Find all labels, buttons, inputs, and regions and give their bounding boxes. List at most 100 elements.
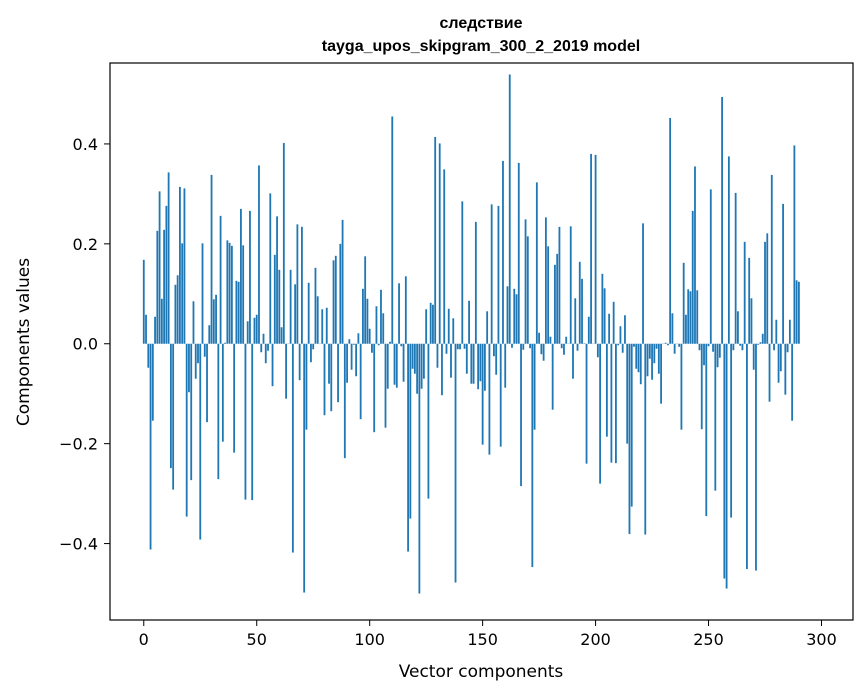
bar <box>235 280 238 344</box>
bar <box>285 343 287 399</box>
bar <box>357 333 360 344</box>
bar <box>194 343 197 379</box>
bar <box>454 343 457 583</box>
bar <box>619 326 622 344</box>
bar <box>630 343 633 507</box>
bar <box>526 236 529 344</box>
bar <box>682 262 685 344</box>
bar <box>447 308 450 344</box>
bar <box>242 245 245 344</box>
bar <box>402 343 405 382</box>
bar <box>230 245 233 344</box>
bar <box>499 343 502 447</box>
bar <box>445 343 448 354</box>
bar <box>784 343 787 395</box>
bar <box>617 343 620 346</box>
bar <box>418 343 421 594</box>
bar <box>206 343 208 423</box>
bar <box>578 261 581 344</box>
bar <box>321 309 324 344</box>
bar <box>425 309 428 344</box>
bar <box>587 316 590 344</box>
bar <box>158 191 161 344</box>
y-axis-ticks: −0.4 −0.2 0.0 0.2 0.4 <box>59 135 110 554</box>
bar <box>709 189 712 344</box>
bar <box>759 342 762 344</box>
bar <box>269 193 272 344</box>
x-tick-label: 250 <box>693 630 724 649</box>
bar <box>355 343 358 377</box>
bar <box>273 254 276 344</box>
bar <box>364 256 367 344</box>
bar <box>644 343 647 535</box>
bar <box>734 192 737 344</box>
bar <box>569 226 572 344</box>
bar <box>666 343 669 346</box>
bar <box>657 343 660 374</box>
bar <box>696 290 699 344</box>
bar <box>477 343 480 390</box>
bar <box>352 343 355 345</box>
bar <box>761 333 764 344</box>
bar <box>680 343 683 430</box>
bar <box>160 298 163 344</box>
bar <box>246 321 249 344</box>
bar <box>409 343 412 519</box>
chart-subtitle: tayga_upos_skipgram_300_2_2019 model <box>322 38 640 55</box>
bar <box>716 343 719 368</box>
bar <box>517 162 520 344</box>
bar <box>366 298 369 344</box>
bar <box>167 172 170 344</box>
bar <box>743 241 746 344</box>
bar <box>386 343 389 389</box>
bar <box>691 210 694 344</box>
bar <box>739 343 742 346</box>
bar <box>305 343 308 430</box>
bars-group <box>142 74 800 594</box>
bar <box>565 336 568 344</box>
bar <box>375 306 378 344</box>
bar <box>685 314 687 344</box>
bar <box>197 343 199 364</box>
bar <box>461 201 464 344</box>
bar <box>493 343 495 357</box>
bar <box>522 343 525 350</box>
bar <box>169 343 172 469</box>
x-axis-label: Vector components <box>399 662 564 682</box>
bar <box>547 246 550 344</box>
bar <box>725 343 728 589</box>
bar <box>689 291 692 344</box>
bar <box>653 343 656 364</box>
bar <box>594 154 597 344</box>
bar <box>755 343 757 571</box>
y-tick-label: 0.4 <box>73 135 98 154</box>
bar <box>271 343 274 387</box>
bar <box>226 240 229 344</box>
bar <box>151 343 154 421</box>
x-tick-label: 50 <box>247 630 267 649</box>
x-tick-label: 0 <box>139 630 149 649</box>
bar <box>698 343 701 351</box>
bar <box>163 229 166 344</box>
y-tick-label: −0.2 <box>59 435 98 454</box>
bar <box>782 203 784 344</box>
bar <box>472 343 475 384</box>
bar <box>626 343 629 444</box>
bar <box>687 289 690 344</box>
bar <box>181 243 184 344</box>
bar <box>549 336 552 344</box>
bar <box>558 226 561 344</box>
bar <box>700 343 703 430</box>
bar <box>585 343 588 464</box>
bar <box>727 156 730 344</box>
bar <box>456 343 459 350</box>
bar <box>323 343 326 416</box>
bar <box>560 343 563 349</box>
y-axis-label: Components values <box>14 258 34 426</box>
bar <box>217 343 220 480</box>
bar <box>479 343 482 382</box>
bar <box>612 301 615 344</box>
bar <box>718 343 721 358</box>
bar <box>511 343 513 348</box>
